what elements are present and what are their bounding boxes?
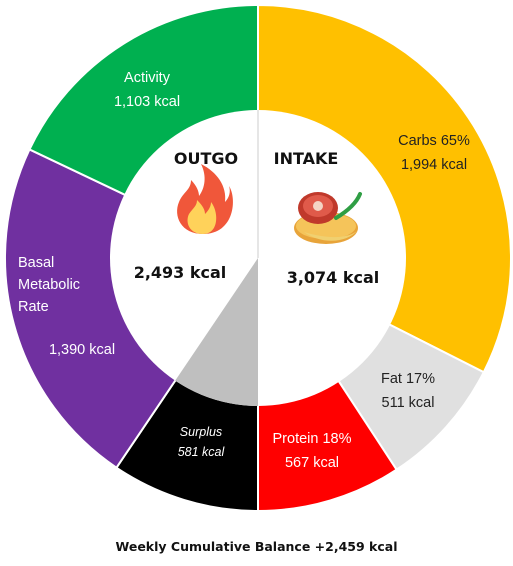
intake-label: INTAKE: [274, 149, 339, 168]
label-basal-metabolic-rate-name: Basal: [18, 255, 54, 271]
label-basal-metabolic-rate-name: Metabolic: [18, 277, 80, 293]
intake-total: 3,074 kcal: [287, 268, 380, 287]
label-activity-name: Activity: [124, 70, 171, 86]
label-carbs-65-name: Carbs 65%: [398, 133, 470, 149]
label-surplus-value: 581 kcal: [178, 445, 226, 459]
outgo-total: 2,493 kcal: [134, 263, 227, 282]
label-surplus-name: Surplus: [180, 425, 222, 439]
balance-donut-chart: Carbs 65% 1,994 kcal Fat 17% 511 kcal Protei…: [4, 3, 512, 513]
segment-labels: Carbs 65% 1,994 kcal Fat 17% 511 kcal Protei…: [18, 70, 470, 471]
food-plate-icon: [294, 192, 362, 244]
label-fat-17-name: Fat 17%: [381, 371, 435, 387]
label-protein-18-name: Protein 18%: [273, 431, 352, 447]
label-basal-metabolic-rate-value: 1,390 kcal: [49, 342, 115, 358]
inner-surplus-wedge: [175, 258, 258, 406]
label-basal-metabolic-rate-name: Rate: [18, 299, 49, 315]
label-carbs-65-value: 1,994 kcal: [401, 157, 467, 173]
chart-caption: Weekly Cumulative Balance +2,459 kcal: [115, 539, 398, 554]
label-protein-18-value: 567 kcal: [285, 455, 339, 471]
donut-inner: [110, 110, 406, 406]
outgo-label: OUTGO: [174, 149, 238, 168]
label-activity-value: 1,103 kcal: [114, 94, 180, 110]
fire-icon: [177, 164, 233, 234]
label-fat-17-value: 511 kcal: [382, 395, 435, 411]
